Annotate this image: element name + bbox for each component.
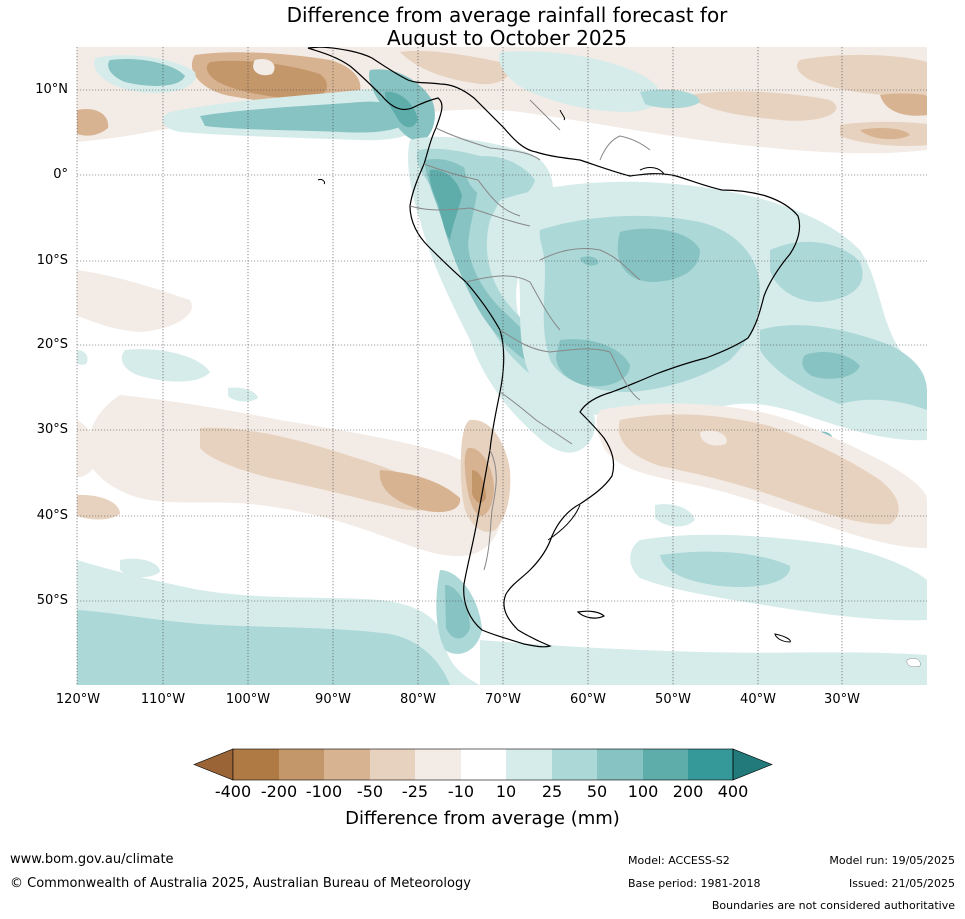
colorbar-tick: -100	[305, 782, 343, 801]
lon-label: 50°W	[655, 692, 691, 707]
colorbar-tick: -200	[260, 782, 298, 801]
lat-label: 10°S	[36, 253, 68, 268]
lon-label: 90°W	[315, 692, 351, 707]
lon-label: 100°W	[225, 692, 271, 707]
base-period: Base period: 1981-2018	[628, 877, 761, 890]
lon-label: 110°W	[140, 692, 186, 707]
colorbar-bin	[643, 749, 688, 780]
colorbar-bin	[461, 749, 506, 780]
colorbar-tick: 50	[586, 782, 608, 801]
title-line-1: Difference from average rainfall forecas…	[286, 3, 728, 27]
lat-label: 10°N	[35, 82, 68, 97]
lon-label: 60°W	[570, 692, 606, 707]
lon-label: 80°W	[400, 692, 436, 707]
colorbar-bin	[324, 749, 370, 780]
graticule	[76, 47, 927, 685]
colorbar-arrow-high	[732, 748, 773, 781]
lon-label: 30°W	[824, 692, 860, 707]
rainfall-anomaly-field	[77, 47, 927, 685]
website-link[interactable]: www.bom.gov.au/climate	[10, 852, 174, 867]
colorbar-bin	[506, 749, 552, 780]
lat-label: 0°	[53, 167, 68, 182]
lon-label: 120°W	[55, 692, 101, 707]
model-run-date: Model run: 19/05/2025	[829, 854, 955, 867]
colorbar-tick: -25	[401, 782, 429, 801]
boundaries-disclaimer: Boundaries are not considered authoritat…	[711, 899, 955, 912]
issued-date: Issued: 21/05/2025	[848, 877, 955, 890]
lon-label: 70°W	[485, 692, 521, 707]
colorbar-bin	[688, 749, 733, 780]
lat-label: 40°S	[36, 508, 68, 523]
colorbar	[193, 748, 773, 781]
colorbar-bin	[415, 749, 461, 780]
colorbar-tick: -10	[447, 782, 475, 801]
colorbar-ticks: -400 -200 -100 -50 -25 -10 10 25 50 100 …	[0, 783, 965, 803]
colorbar-tick: 10	[495, 782, 517, 801]
colorbar-bin	[279, 749, 324, 780]
colorbar-tick: -50	[356, 782, 384, 801]
lat-label: 20°S	[36, 337, 68, 352]
lon-label: 40°W	[740, 692, 776, 707]
copyright-text: © Commonwealth of Australia 2025, Austra…	[10, 876, 471, 891]
colorbar-bin	[552, 749, 597, 780]
colorbar-bin	[597, 749, 643, 780]
lat-label: 30°S	[36, 422, 68, 437]
lat-label: 50°S	[36, 593, 68, 608]
chart-title: Difference from average rainfall forecas…	[0, 4, 965, 50]
colorbar-arrow-low	[193, 748, 234, 781]
colorbar-tick: -400	[214, 782, 252, 801]
colorbar-tick: 25	[541, 782, 563, 801]
colorbar-tick: 100	[627, 782, 659, 801]
colorbar-bin	[233, 749, 279, 780]
model-info: Model: ACCESS-S2	[628, 854, 730, 867]
country-borders	[409, 99, 651, 571]
colorbar-tick: 200	[672, 782, 704, 801]
colorbar-tick: 400	[717, 782, 749, 801]
colorbar-bin	[370, 749, 415, 780]
colorbar-label: Difference from average (mm)	[345, 808, 620, 829]
title-line-2: August to October 2025	[386, 26, 628, 50]
